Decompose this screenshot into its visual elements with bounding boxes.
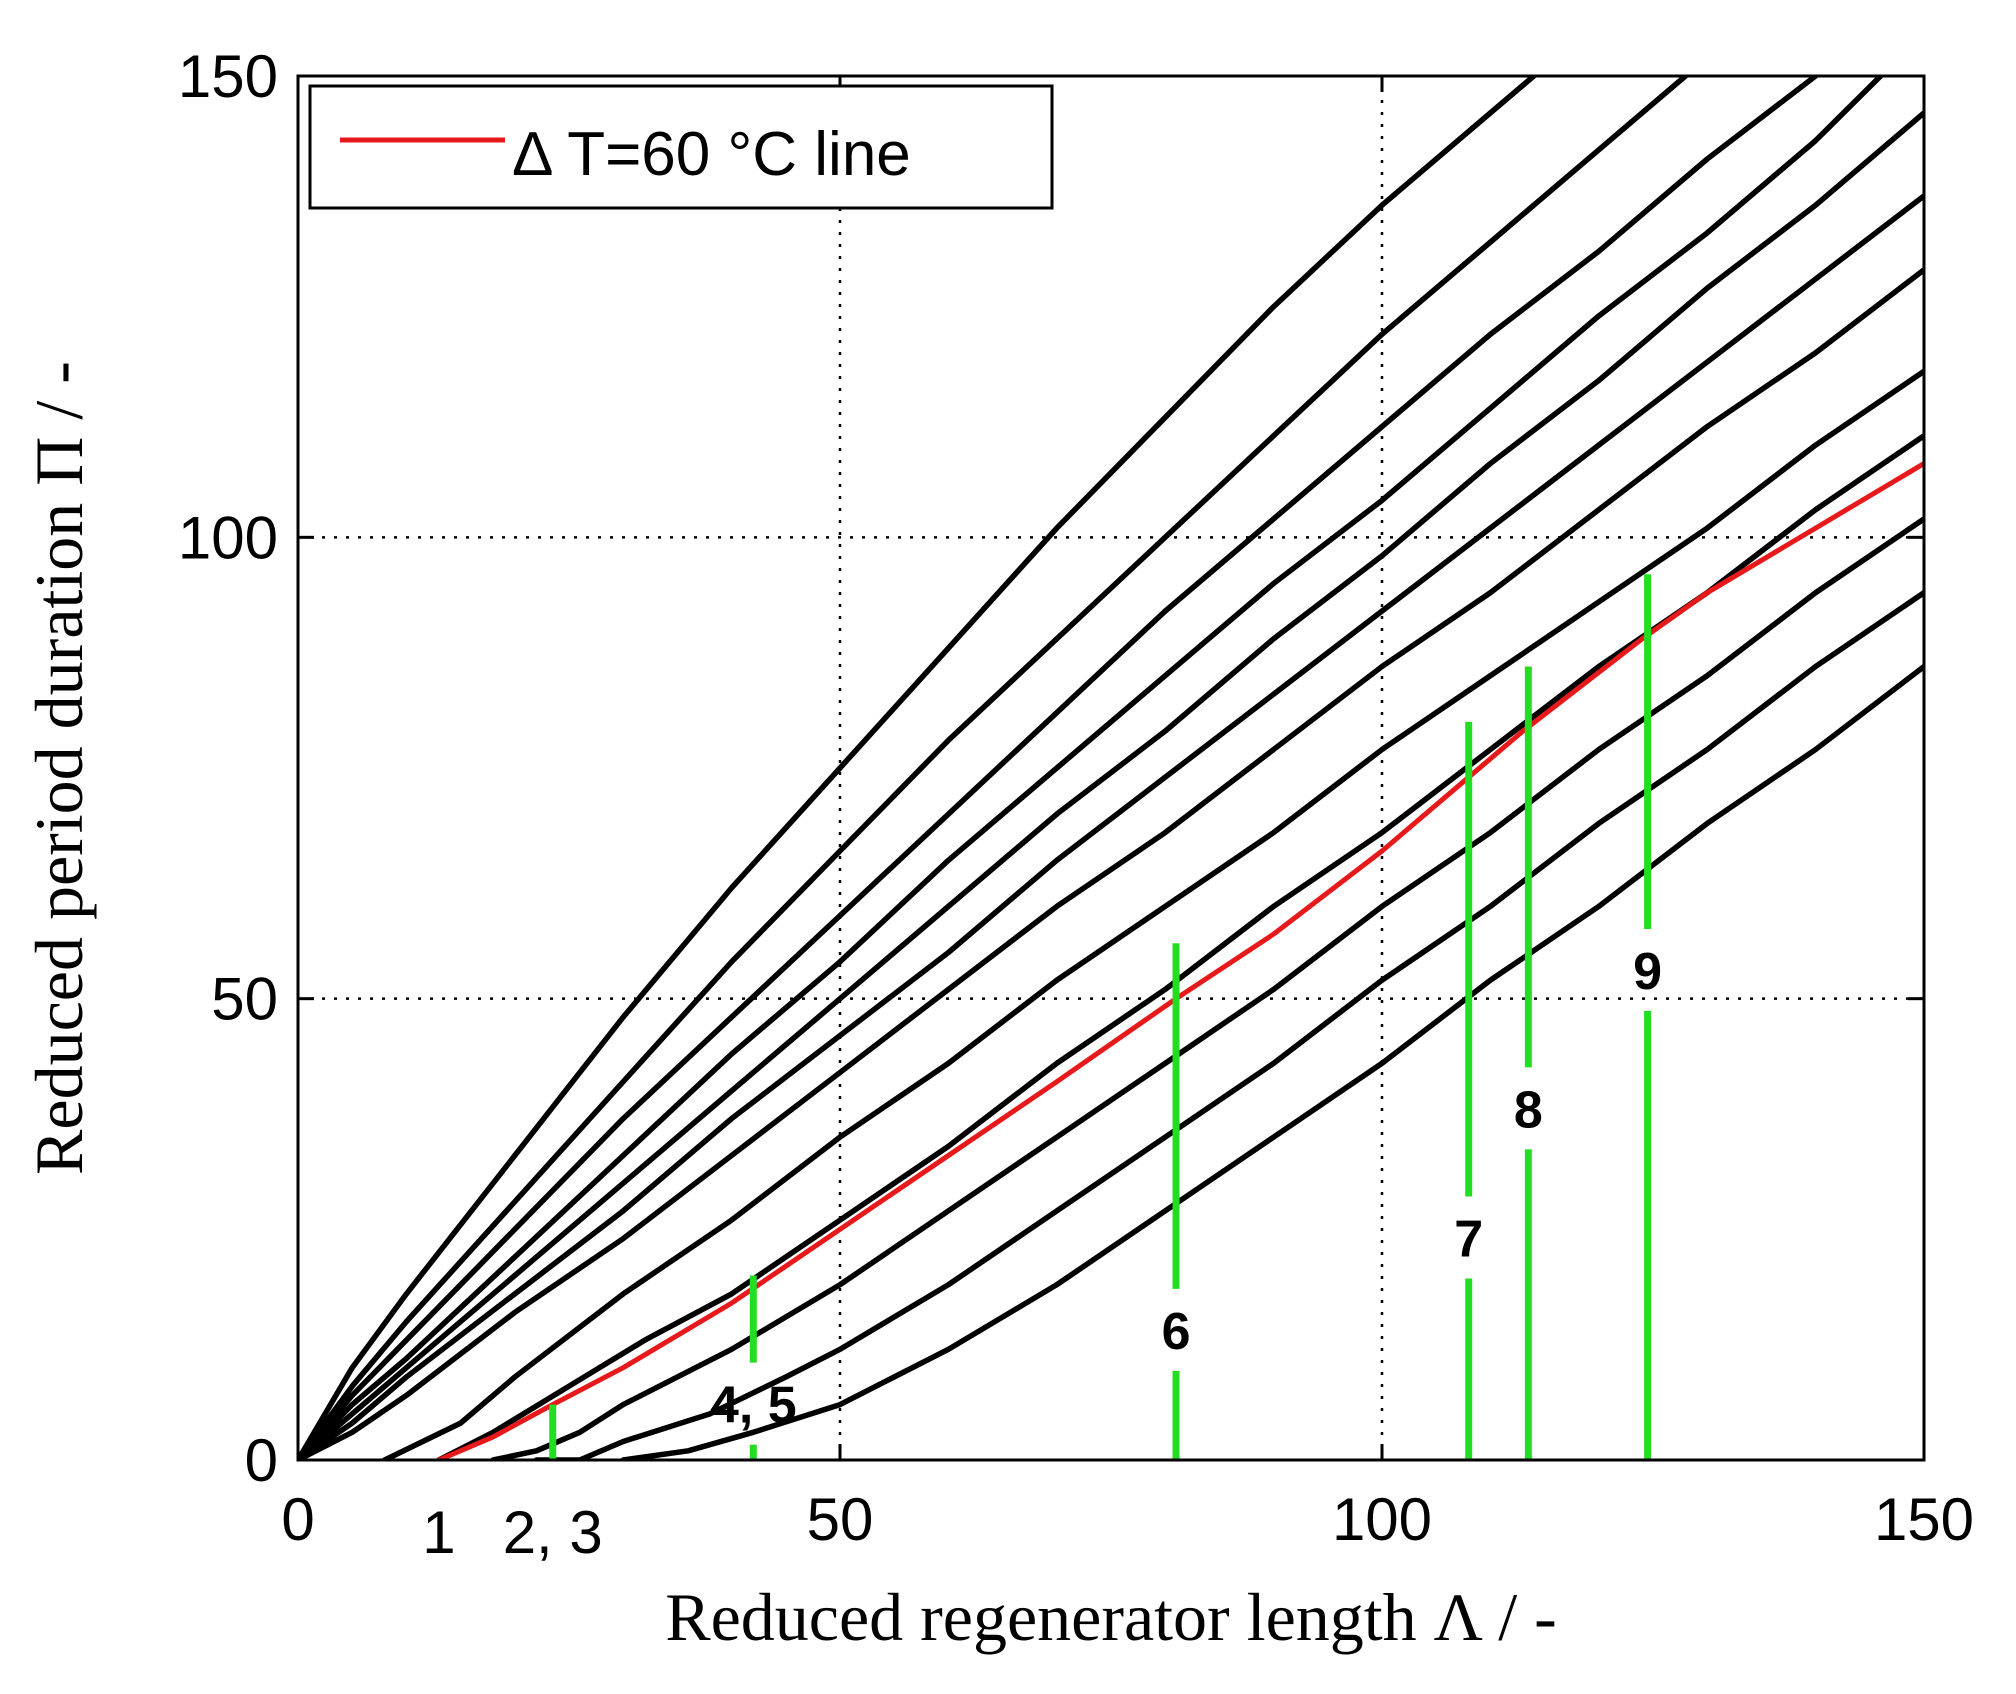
series-line-curve-7 (298, 267, 1924, 1460)
marker-label: 6 (1162, 1303, 1191, 1361)
x-tick-label-0: 0 (281, 1486, 314, 1553)
series-line-curve-1 (298, 76, 1537, 1460)
y-tick-label-0: 0 (245, 1427, 278, 1494)
marker-7: 9 (1633, 574, 1662, 1460)
marker-label: 8 (1514, 1081, 1543, 1139)
x-tick-label-150: 150 (1874, 1486, 1974, 1553)
axis-ticks: 0 50 100 150 0 50 100 150 (178, 43, 1974, 1553)
series-line-curve-4 (298, 76, 1884, 1460)
marker-label: 1 (422, 1499, 455, 1566)
y-axis-title: Reduced period duration Π / - (21, 361, 97, 1175)
marker-1: 1 (422, 1499, 455, 1566)
marker-5: 7 (1454, 721, 1483, 1460)
y-tick-label-50: 50 (211, 966, 278, 1033)
series-line-curve-2 (298, 76, 1689, 1460)
marker-6: 8 (1514, 666, 1543, 1460)
vertical-markers: 1 2, 3 4, 5 6 7 8 9 (422, 574, 1662, 1566)
legend-box (308, 84, 1054, 210)
marker-3: 4, 5 (710, 1275, 797, 1460)
x-tick-label-100: 100 (1332, 1486, 1432, 1553)
marker-label: 9 (1633, 943, 1662, 1001)
legend-label: Δ T=60 °C line (512, 120, 911, 189)
series-line-curve-12 (620, 663, 1924, 1460)
series-line-curve-10 (490, 516, 1924, 1460)
x-axis-title: Reduced regenerator length Λ / - (665, 1579, 1557, 1655)
series-line-curve-3 (298, 76, 1819, 1460)
y-tick-label-100: 100 (178, 504, 278, 571)
marker-label: 4, 5 (710, 1377, 797, 1435)
y-tick-label-150: 150 (178, 43, 278, 110)
x-tick-label-50: 50 (807, 1486, 874, 1553)
series-line-curve-6 (298, 193, 1924, 1460)
series-line-curve-5 (298, 110, 1924, 1460)
plot-frame (296, 74, 1926, 1462)
marker-2: 2, 3 (503, 1404, 603, 1566)
marker-label: 2, 3 (503, 1499, 603, 1566)
marker-4: 6 (1162, 943, 1191, 1460)
marker-label: 7 (1454, 1211, 1483, 1269)
series-line-curve-11 (533, 589, 1924, 1460)
series-line-curve-8 (381, 368, 1924, 1460)
legend: Δ T=60 °C line (308, 84, 1054, 210)
